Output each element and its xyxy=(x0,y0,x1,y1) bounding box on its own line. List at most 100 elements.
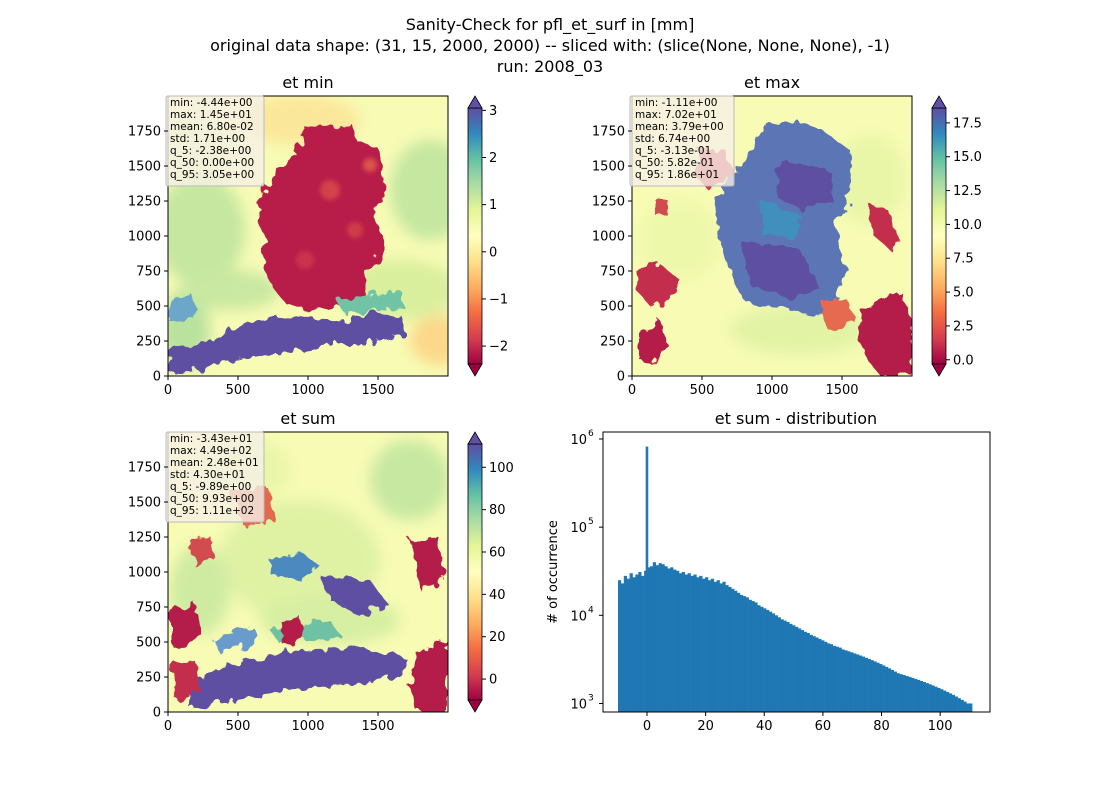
hist-bar xyxy=(803,631,807,712)
suptitle-line-1: Sanity-Check for pfl_et_surf in [mm] xyxy=(406,15,695,35)
hist-bar xyxy=(783,620,787,712)
colorbar-tick-label: 1 xyxy=(489,198,497,213)
hist-bar xyxy=(934,686,938,712)
hist-bar xyxy=(821,640,825,712)
heatmap-et-sum xyxy=(168,432,448,712)
hist-bar xyxy=(635,574,639,712)
y-tick-label: 1500 xyxy=(128,496,161,511)
hist-bar xyxy=(766,609,770,712)
x-tick-label: 500 xyxy=(226,383,251,398)
hist-bar xyxy=(925,683,929,712)
hist-bar xyxy=(786,621,790,712)
panel-et-max: et max xyxy=(592,73,982,398)
hist-bar xyxy=(945,691,950,712)
y-tick-label: 10 xyxy=(570,433,587,448)
hist-bar xyxy=(647,567,651,712)
x-tick-label: 0 xyxy=(164,719,172,734)
colorbar-tick-label: 20 xyxy=(489,630,506,645)
x-tick-label: 500 xyxy=(226,719,251,734)
hist-bar xyxy=(940,689,944,712)
hist-bar xyxy=(667,568,671,712)
stat-q95: q_95: 1.86e+01 xyxy=(635,169,719,181)
hist-bar xyxy=(847,651,851,712)
stat-min: min: -3.43e+01 xyxy=(170,433,252,445)
hist-bar xyxy=(676,570,680,712)
colorbar-tick-label: −2 xyxy=(489,340,508,355)
stat-q5: q_5: -3.13e-01 xyxy=(635,145,711,157)
colorbar-tick-label: 0.0 xyxy=(953,353,974,368)
y-tick-label: 0 xyxy=(617,370,625,385)
colorbar-tick-label: 10.0 xyxy=(953,218,982,233)
x-tick-label: 1500 xyxy=(361,719,394,734)
x-tick-label: 0 xyxy=(643,719,651,734)
x-tick-label: 1500 xyxy=(825,383,858,398)
hist-bar xyxy=(850,652,854,712)
hist-bar xyxy=(736,592,741,712)
y-tick-exponent: 3 xyxy=(588,693,594,703)
stats-box-et-max: min: -1.11e+00 max: 7.02e+01 mean: 3.79e… xyxy=(629,95,735,187)
y-tick-label: 500 xyxy=(600,300,625,315)
panel-et-sum: et sum xyxy=(128,409,514,734)
heat-ticks-1: 0 500 1000 1500 0 250 500 750 1000 1250 1500 1750 xyxy=(128,125,395,399)
hist-bar xyxy=(957,698,961,712)
hist-bar xyxy=(885,666,889,712)
hist-bar xyxy=(617,580,622,712)
hist-bar xyxy=(754,602,758,712)
hist-bar xyxy=(658,563,662,712)
colorbar-gradient xyxy=(467,107,483,365)
y-tick-label: 10 xyxy=(570,697,587,712)
x-tick-label: 1000 xyxy=(291,719,324,734)
hist-bar xyxy=(911,677,915,712)
hist-bar xyxy=(638,571,642,712)
y-tick-label: 0 xyxy=(153,706,161,721)
colorbar-tick-label: 7.5 xyxy=(953,252,974,267)
y-tick-label: 1000 xyxy=(592,230,625,245)
hist-bar xyxy=(719,583,723,712)
hist-bar xyxy=(760,606,764,712)
stat-q5: q_5: -2.38e+00 xyxy=(170,145,251,157)
hist-bar xyxy=(734,590,738,712)
hist-bar xyxy=(763,608,767,712)
colorbar-tick-label: 60 xyxy=(489,545,506,560)
x-tick-label: 100 xyxy=(928,719,953,734)
stat-q50: q_50: 5.82e-01 xyxy=(635,157,714,169)
x-tick-label: 0 xyxy=(628,383,636,398)
stat-std: std: 1.71e+00 xyxy=(170,133,245,145)
hist-bar xyxy=(661,564,665,712)
hist-bar xyxy=(882,665,886,712)
hist-bar xyxy=(919,680,924,712)
hist-bar xyxy=(835,646,839,712)
x-tick-label: 60 xyxy=(815,719,832,734)
hist-bar xyxy=(893,671,897,712)
stat-max: max: 1.45e+01 xyxy=(170,109,252,121)
stat-mean: mean: 2.48e+01 xyxy=(170,457,259,469)
hist-bar xyxy=(626,578,630,712)
hist-bar xyxy=(812,636,816,712)
hist-bar xyxy=(896,673,900,712)
y-tick-label: 1000 xyxy=(128,566,161,581)
hist-bar xyxy=(673,569,677,712)
hist-bar xyxy=(739,594,744,712)
hist-bar xyxy=(705,577,709,712)
colorbar-tick-label: 0 xyxy=(489,673,497,688)
colorbar-tick-label: 5.0 xyxy=(953,286,974,301)
hist-bar xyxy=(879,664,883,712)
y-tick-label: 250 xyxy=(136,671,161,686)
y-tick-label: 1250 xyxy=(592,195,625,210)
hist-bar xyxy=(963,701,967,712)
hist-bar xyxy=(655,565,659,712)
hist-bar xyxy=(777,617,781,712)
hist-bar xyxy=(731,588,735,712)
colorbar-gradient xyxy=(467,443,483,701)
hist-bar xyxy=(858,655,863,712)
colorbar-tick-label: 17.5 xyxy=(953,116,982,131)
hist-bar xyxy=(861,656,866,712)
hist-bar xyxy=(707,580,712,712)
hist-bar xyxy=(620,583,625,712)
hist-bar xyxy=(922,682,926,712)
hist-bar xyxy=(954,696,958,712)
hist-bar xyxy=(716,580,720,712)
colorbar-extend-max xyxy=(467,95,483,109)
hist-bar xyxy=(856,654,860,712)
